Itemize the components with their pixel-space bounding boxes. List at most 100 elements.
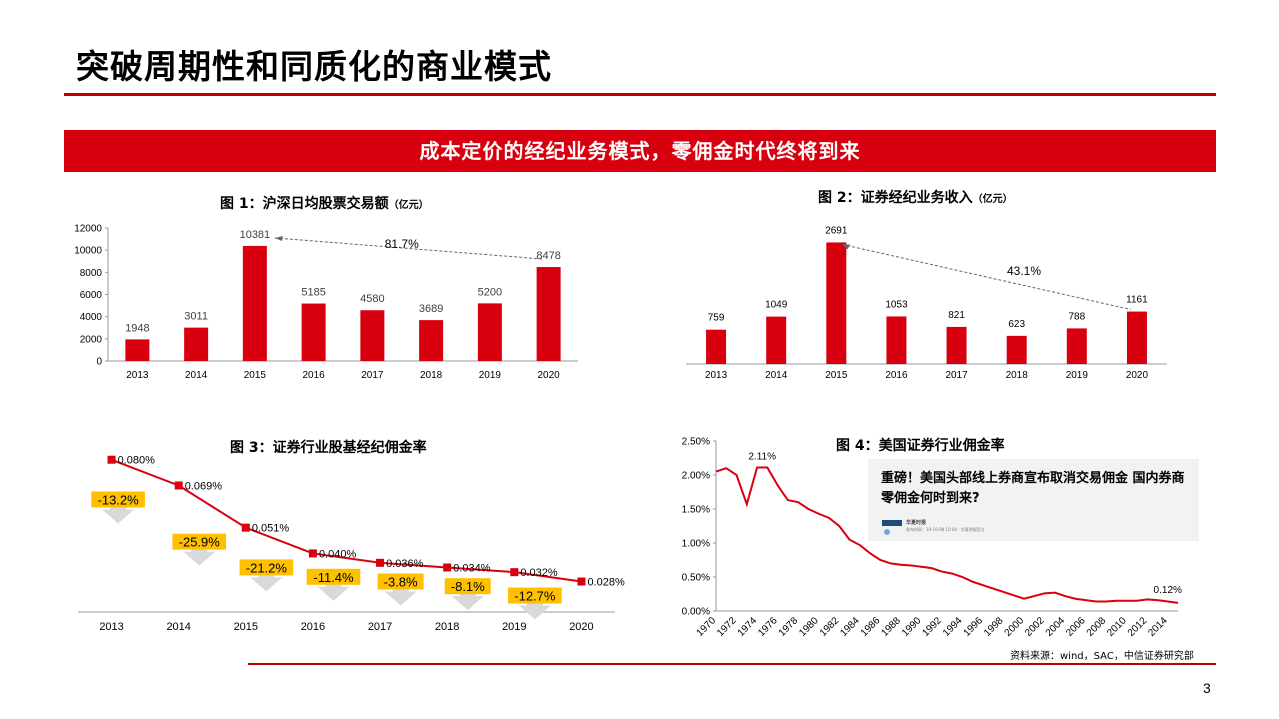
chart2-bar: [1126, 311, 1147, 364]
chart1-y-tick-label: 2000: [80, 334, 103, 345]
chart4-x-tick-label: 2000: [1003, 615, 1027, 639]
chart2-arrow-head: [842, 244, 851, 250]
news-card[interactable]: 重磅！美国头部线上券商宣布取消交易佣金 国内券商零佣金何时到来? 华夏时报 发布…: [868, 459, 1199, 541]
chart4-x-tick-label: 1984: [838, 615, 862, 639]
chart3-x-tick-label: 2014: [166, 621, 190, 633]
chart1-bar: [536, 267, 561, 361]
chart2-data-label: 759: [708, 313, 725, 324]
chart1-bar: [184, 327, 209, 361]
chart4-y-tick-label: 2.00%: [682, 471, 710, 482]
chart1-data-label: 5200: [478, 286, 502, 298]
chart1-bar: [301, 303, 326, 361]
chart2-bar: [706, 329, 727, 364]
chart1-annotation: 81.7%: [385, 237, 419, 251]
chart3-data-label: 0.040%: [319, 548, 357, 560]
chart2-data-label: 1053: [885, 299, 908, 310]
chart3-change-label: -8.1%: [451, 579, 485, 594]
chart4-series-line: [715, 466, 1179, 604]
chart4-x-tick-label: 2010: [1105, 615, 1129, 639]
chart1-x-tick-label: 2020: [538, 370, 561, 381]
chart1-y-tick-label: 12000: [74, 224, 102, 235]
chart1-title: 图 1：沪深日均股票交易额（亿元）: [220, 193, 429, 213]
chart1-data-label: 8478: [536, 250, 560, 262]
chart3-change-label: -21.2%: [246, 560, 288, 575]
chart3-point: [577, 577, 586, 586]
chart4-y-tick-label: 2.50%: [682, 437, 710, 448]
chart3-x-tick-label: 2013: [99, 621, 123, 633]
chart1-bar: [360, 310, 385, 361]
chart4-x-tick-label: 1986: [859, 615, 883, 639]
chart2-data-label: 1049: [765, 300, 788, 311]
chart4-x-tick-label: 1970: [695, 615, 719, 639]
chart2-bar: [1066, 328, 1087, 364]
chart4-x-tick-label: 1990: [900, 615, 924, 639]
chart3-data-label: 0.036%: [386, 558, 424, 570]
chart3-data-label: 0.069%: [185, 480, 223, 492]
chart3-x-tick-label: 2019: [502, 621, 526, 633]
chart1-bar: [242, 245, 267, 361]
chart3-point: [308, 549, 317, 558]
chart4-x-tick-label: 1982: [818, 615, 842, 639]
chart1-x-tick-label: 2018: [420, 370, 443, 381]
chart3-point: [107, 455, 116, 464]
chart2-x-tick-label: 2014: [765, 370, 788, 381]
chart3-data-label: 0.032%: [520, 567, 558, 579]
chart4-y-tick-label: 0.00%: [682, 607, 710, 618]
chart3-change-badge: [508, 587, 562, 604]
chart4-x-tick-label: 2008: [1085, 615, 1109, 639]
chart1-y-tick-label: 6000: [80, 290, 103, 301]
chart3-x-tick-label: 2016: [301, 621, 325, 633]
chart1-data-label: 5185: [301, 287, 325, 299]
chart1-x-tick-label: 2019: [479, 370, 502, 381]
chart3-change-label: -25.9%: [179, 535, 221, 550]
page-title: 突破周期性和同质化的商业模式: [76, 47, 552, 86]
chart4-y-tick-label: 1.50%: [682, 505, 710, 516]
chart4-x-tick-label: 1978: [777, 615, 801, 639]
chart1-x-tick-label: 2016: [303, 370, 326, 381]
chart1-x-tick-label: 2014: [185, 370, 208, 381]
footer-rule: [248, 663, 1216, 665]
chart4-x-tick-label: 1988: [879, 615, 903, 639]
chart3-x-tick-label: 2020: [569, 621, 593, 633]
chart2-bar: [886, 316, 907, 364]
chart1-y-tick-label: 0: [96, 357, 102, 368]
chart3-change-badge: [91, 491, 145, 508]
chart4-x-tick-label: 2012: [1126, 615, 1150, 639]
chart2-data-label: 623: [1008, 319, 1025, 330]
chart3-title: 图 3：证券行业股基经纪佣金率: [230, 440, 427, 456]
chart2-x-tick-label: 2016: [885, 370, 908, 381]
chart2-trend-arrow: [842, 243, 1132, 311]
chart3-point: [443, 563, 452, 572]
chart3-point: [510, 568, 519, 577]
chart4-annotation-peak: 2.11%: [748, 452, 776, 463]
chart2-annotation: 43.1%: [1007, 264, 1041, 278]
chart3-change-badge: [172, 533, 227, 550]
chart1-unit: （亿元）: [388, 200, 429, 211]
chart1-x-tick-label: 2015: [244, 370, 267, 381]
chart2-bar: [946, 326, 967, 364]
chart4-x-tick-label: 1974: [736, 615, 760, 639]
chart1-data-label: 3689: [419, 303, 443, 315]
chart4-x-tick-label: 2014: [1146, 615, 1170, 639]
chart3-data-label: 0.080%: [118, 455, 156, 467]
chart4-y-tick-label: 1.00%: [682, 539, 710, 550]
chart3-data-label: 0.034%: [453, 562, 491, 574]
chart1-bar: [419, 320, 444, 361]
chart3-point: [174, 481, 183, 490]
chart3-x-tick-label: 2015: [234, 621, 258, 633]
chart3-data-label: 0.028%: [587, 577, 625, 589]
chart1-data-label: 10381: [240, 229, 271, 241]
chart3-x-tick-label: 2017: [368, 621, 392, 633]
news-avatar-icon: [884, 529, 890, 535]
chart3-change-label: -13.2%: [98, 492, 140, 507]
news-headline[interactable]: 重磅！美国头部线上券商宣布取消交易佣金 国内券商零佣金何时到来?: [881, 471, 1185, 506]
chart1-x-tick-label: 2013: [126, 370, 149, 381]
chart3-point: [241, 523, 250, 532]
chart4-x-tick-label: 1996: [962, 615, 986, 639]
chart2-x-tick-label: 2017: [945, 370, 968, 381]
chart4-x-tick-label: 2002: [1023, 615, 1047, 639]
chart2-x-tick-label: 2020: [1126, 370, 1149, 381]
chart2-data-label: 2691: [825, 225, 848, 236]
chart2-bar: [766, 316, 787, 364]
chart2-data-label: 821: [948, 310, 965, 321]
